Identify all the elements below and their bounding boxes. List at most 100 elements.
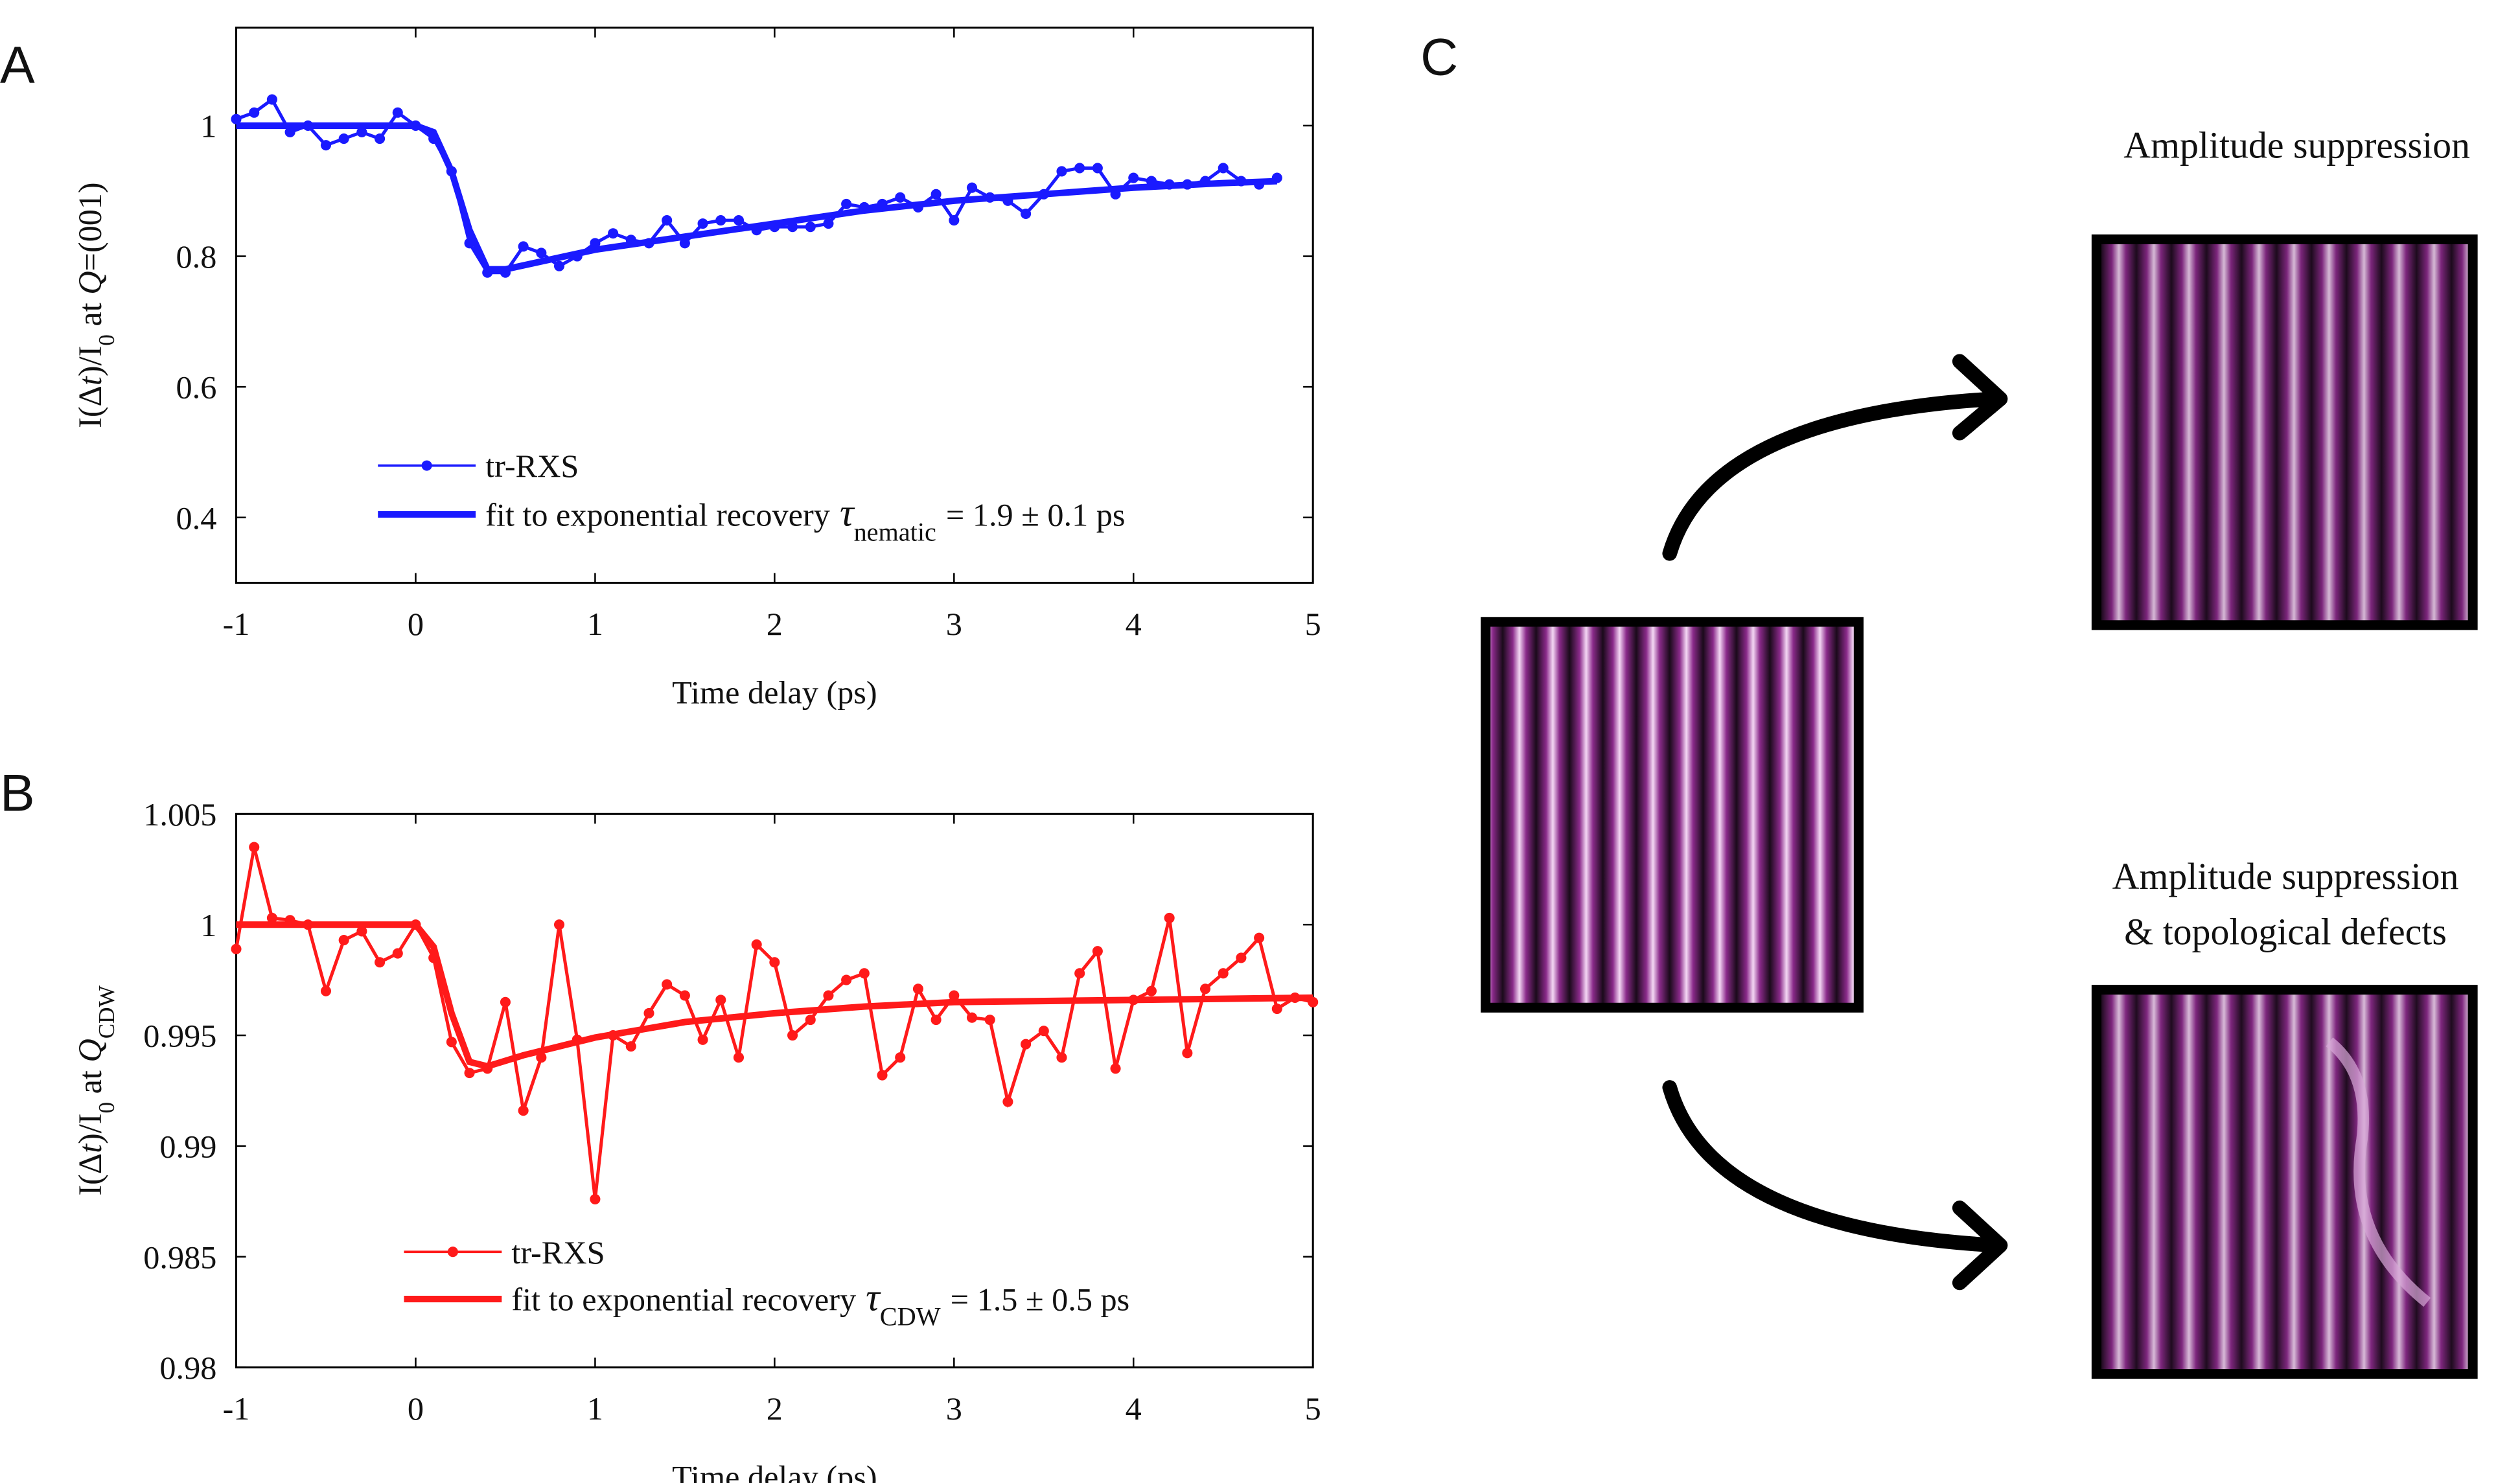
data-point [1218,968,1229,979]
stripe-image [2091,985,2478,1379]
x-axis-label: Time delay (ps) [672,674,877,710]
data-point [625,1041,636,1052]
stripe-image [1481,617,1864,1013]
x-tick-label: 3 [946,1390,962,1427]
y-axis-label-part: Q [72,1039,108,1062]
data-point [715,215,726,226]
data-point [590,1193,601,1204]
data-point [266,912,277,923]
data-point [320,140,332,151]
data-point [662,979,673,990]
x-tick-label: 3 [946,606,962,642]
data-point [375,133,386,144]
y-axis-label-part: Q [72,271,108,294]
data-point [536,247,547,259]
fit-line [236,921,1313,1070]
data-point [751,939,762,950]
legend-label: tr-RXS [485,448,579,484]
x-axis-label: Time delay (ps) [672,1459,877,1483]
y-axis-label-part: I(Δ [72,385,108,428]
y-axis-label-part: CDW [93,985,119,1039]
data-point [643,1007,654,1018]
data-point [966,182,978,193]
data-point [536,1052,547,1063]
data-point [697,1034,708,1045]
data-point [553,260,565,271]
data-point [1218,163,1229,174]
data-point [841,198,852,209]
data-point [1074,968,1085,979]
x-tick-label: 1 [587,606,603,642]
panel-label: B [0,764,35,822]
legend-symbol: τ [840,492,855,535]
panel-label: C [1420,29,1458,87]
data-point [1110,1063,1121,1074]
legend-name: tr-RXS [485,448,579,484]
data-point [338,133,349,144]
x-tick-label: 5 [1305,606,1321,642]
y-tick-label: 0.8 [176,238,217,275]
legend-label: fit to exponential recovery τCDW = 1.5 ± 0… [511,1276,1129,1331]
legend-marker [421,460,432,471]
data-point [715,994,726,1006]
data-point [733,215,745,226]
data-point [446,1037,457,1048]
panel-label: A [0,36,35,95]
data-point [249,842,260,853]
data-point [841,974,852,985]
data-point [284,126,295,138]
x-tick-label: 2 [767,606,783,642]
data-point [518,241,529,252]
data-point [662,215,673,226]
data-point [1164,912,1175,923]
data-point [1254,932,1265,943]
y-axis-label: I(Δt)/I0 at QCDW [72,985,119,1195]
y-axis-label: I(Δt)/I0 at Q=(001) [72,182,119,428]
data-point [1021,208,1032,220]
y-tick-label: 1.005 [143,796,216,833]
data-point [375,957,386,968]
data-point [877,1070,888,1081]
legend-label: tr-RXS [511,1234,605,1270]
legend-name: fit to exponential recovery [485,497,830,533]
data-point [1038,1026,1049,1037]
stripe-image [2091,234,2478,630]
data-point [1074,163,1085,174]
y-tick-label: 1 [200,907,216,943]
y-axis-label-part: t [72,376,108,385]
data-point [356,926,367,937]
data-point [949,990,960,1001]
x-tick-label: 2 [767,1390,783,1427]
data-point [769,957,780,968]
data-point [966,1012,978,1023]
y-tick-label: 0.6 [176,369,217,406]
x-tick-label: 5 [1305,1390,1321,1427]
data-point [231,113,242,124]
legend-name: tr-RXS [511,1234,605,1270]
y-axis-label-part: )/I [72,1114,108,1144]
data-point [1128,172,1139,183]
data-point [249,107,260,118]
data-point [823,218,834,229]
arrow [1662,1080,2003,1253]
y-tick-label: 0.985 [143,1239,216,1275]
data-point [912,983,923,994]
data-point [464,1068,475,1079]
data-point [338,935,349,946]
data-point [805,1015,816,1026]
data-line [235,846,1313,1200]
fit-line [236,122,1277,273]
data-point [949,215,960,226]
y-tick-label: 0.99 [159,1128,216,1164]
data-point [1182,1048,1193,1059]
data-point [697,218,708,229]
data-point [895,192,906,203]
x-tick-label: 1 [587,1390,603,1427]
y-tick-label: 0.995 [143,1018,216,1054]
x-tick-label: -1 [223,1390,250,1427]
data-point [931,189,942,200]
legend-label: fit to exponential recovery τnematic = 1.9… [485,492,1125,546]
data-point [266,94,277,105]
data-point [805,222,816,233]
